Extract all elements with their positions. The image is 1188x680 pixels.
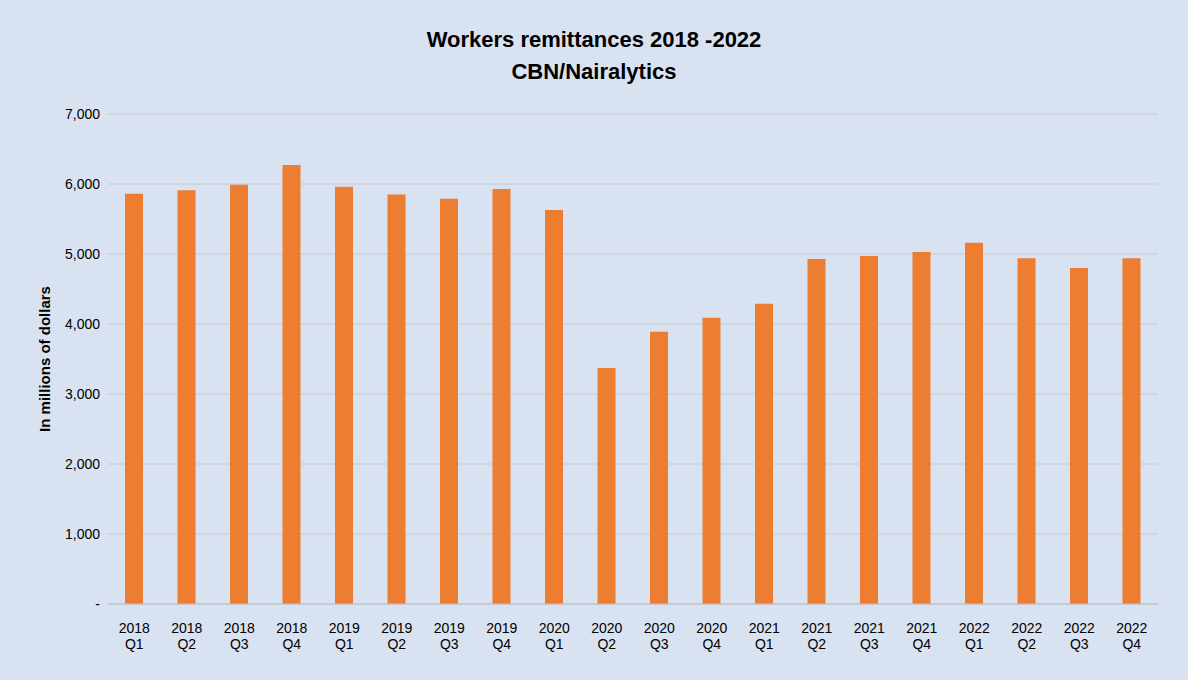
svg-text:2021Q2: 2021Q2 bbox=[801, 620, 832, 653]
svg-text:5,000: 5,000 bbox=[65, 246, 100, 262]
svg-text:2022Q4: 2022Q4 bbox=[1116, 620, 1147, 653]
html-text:CBN/Nairalytics: CBN/Nairalytics bbox=[511, 59, 677, 84]
svg-text:2022Q3: 2022Q3 bbox=[1064, 620, 1095, 653]
svg-text:2021Q1: 2021Q1 bbox=[749, 620, 780, 653]
svg-text:1,000: 1,000 bbox=[65, 526, 100, 542]
svg-text:2019Q1: 2019Q1 bbox=[329, 620, 360, 653]
svg-text:2018Q1: 2018Q1 bbox=[119, 620, 150, 653]
svg-text:2018Q2: 2018Q2 bbox=[171, 620, 202, 653]
html-text:Workers remittances 2018 -2022: Workers remittances 2018 -2022 bbox=[426, 27, 762, 52]
svg-text:2,000: 2,000 bbox=[65, 456, 100, 472]
html-text:In millions of dollars: In millions of dollars bbox=[35, 286, 53, 432]
svg-text:2021Q3: 2021Q3 bbox=[854, 620, 885, 653]
svg-text:2019Q4: 2019Q4 bbox=[486, 620, 517, 653]
svg-text:2020Q2: 2020Q2 bbox=[591, 620, 622, 653]
svg-text:2020Q4: 2020Q4 bbox=[696, 620, 727, 653]
svg-text:2020Q3: 2020Q3 bbox=[644, 620, 675, 653]
svg-text:2021Q4: 2021Q4 bbox=[906, 620, 937, 653]
svg-text:2018Q4: 2018Q4 bbox=[276, 620, 307, 653]
svg-text:2019Q3: 2019Q3 bbox=[434, 620, 465, 653]
svg-text:4,000: 4,000 bbox=[65, 316, 100, 332]
svg-text:6,000: 6,000 bbox=[65, 176, 100, 192]
svg-text:2022Q2: 2022Q2 bbox=[1011, 620, 1042, 653]
svg-text:2019Q2: 2019Q2 bbox=[381, 620, 412, 653]
svg-text:7,000: 7,000 bbox=[65, 106, 100, 122]
svg-text:3,000: 3,000 bbox=[65, 386, 100, 402]
svg-text:2022Q1: 2022Q1 bbox=[959, 620, 990, 653]
svg-text:2018Q3: 2018Q3 bbox=[224, 620, 255, 653]
svg-text:-: - bbox=[95, 596, 100, 612]
svg-text:2020Q1: 2020Q1 bbox=[539, 620, 570, 653]
